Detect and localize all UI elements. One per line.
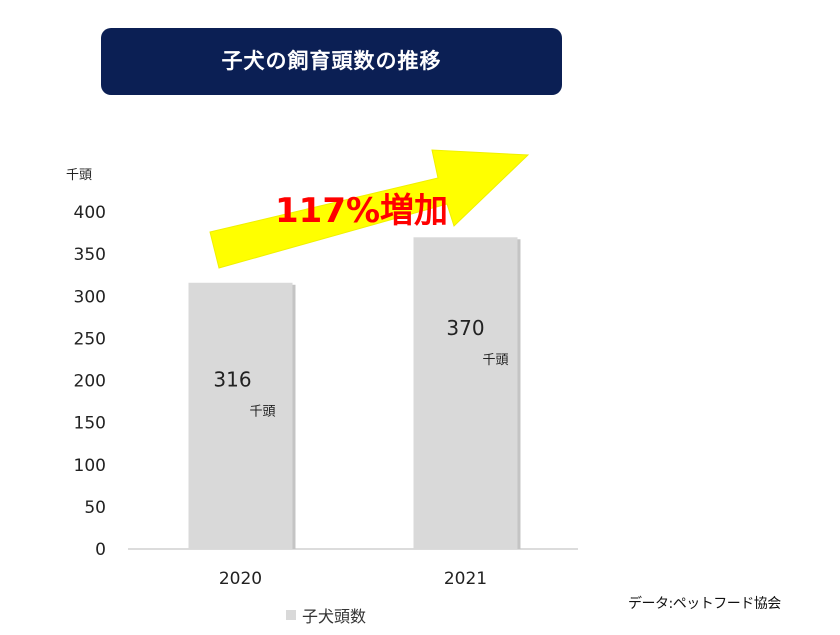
x-tick-label: 2020	[219, 569, 262, 589]
y-tick-label: 100	[74, 456, 106, 476]
growth-label: 117%増加	[275, 191, 449, 231]
data-label: 316	[213, 368, 251, 392]
y-tick-label: 400	[74, 203, 106, 223]
y-tick-label: 300	[74, 287, 106, 307]
data-label: 370	[446, 316, 484, 340]
y-tick-label: 350	[74, 245, 106, 265]
bar	[188, 282, 293, 549]
title-banner: 子犬の飼育頭数の推移	[101, 28, 562, 95]
y-axis-unit-label: 千頭	[66, 168, 93, 183]
legend-label: 子犬頭数	[302, 607, 367, 626]
y-tick-label: 50	[84, 498, 106, 518]
data-label-unit: 千頭	[482, 353, 508, 368]
chart-title: 子犬の飼育頭数の推移	[221, 48, 442, 73]
source-note: データ:ペットフード協会	[628, 596, 781, 612]
data-label-unit: 千頭	[249, 405, 275, 420]
bar	[413, 237, 518, 549]
x-tick-label: 2021	[444, 569, 487, 589]
y-tick-label: 250	[74, 329, 106, 349]
y-tick-label: 200	[74, 372, 106, 392]
growth-arrow	[209, 149, 530, 269]
y-tick-label: 0	[95, 540, 106, 560]
legend: 子犬頭数	[286, 603, 366, 627]
y-tick-label: 150	[74, 414, 106, 434]
legend-swatch	[286, 610, 296, 620]
